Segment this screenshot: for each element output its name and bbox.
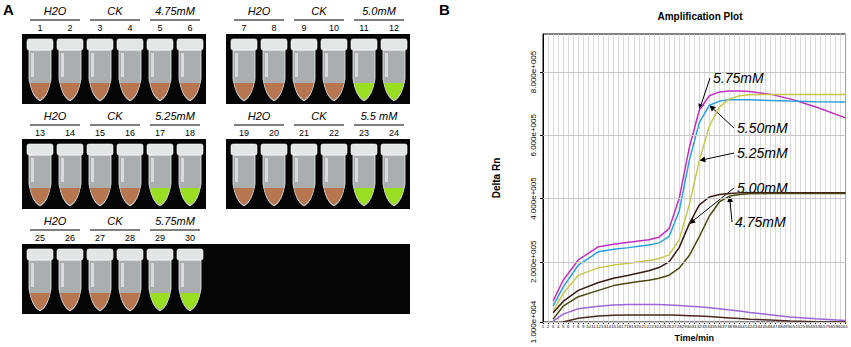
svg-text:5.00mM: 5.00mM [737,180,788,196]
svg-text:30: 30 [185,233,195,243]
svg-text:H2O: H2O [44,5,67,17]
svg-text:4.000e+005: 4.000e+005 [529,177,538,220]
svg-text:16: 16 [125,128,135,138]
svg-text:5: 5 [562,324,565,329]
svg-text:19: 19 [239,128,249,138]
svg-text:61: 61 [843,324,848,329]
svg-text:22: 22 [329,128,339,138]
svg-text:27: 27 [95,233,105,243]
svg-text:25: 25 [35,233,45,243]
svg-text:8: 8 [577,324,580,329]
svg-text:H2O: H2O [248,5,271,17]
svg-text:17: 17 [155,128,165,138]
svg-text:5: 5 [157,23,162,33]
svg-text:21: 21 [299,128,309,138]
svg-text:3: 3 [552,324,555,329]
svg-text:29: 29 [155,233,165,243]
svg-text:H2O: H2O [44,215,67,227]
svg-text:7: 7 [572,324,575,329]
svg-text:4: 4 [557,324,560,329]
svg-text:8.000e+005: 8.000e+005 [529,50,538,93]
svg-text:1.000e+004: 1.000e+004 [529,300,538,343]
svg-text:2.000e+005: 2.000e+005 [529,240,538,283]
svg-text:A: A [3,1,14,18]
svg-text:18: 18 [185,128,195,138]
html-text:10 11 12 13 14 15 16 17 18 19: 10 11 12 13 14 15 16 17 18 19 20 21 22 2… [585,323,843,329]
svg-text:5.25mM: 5.25mM [155,110,196,122]
svg-text:5.50mM: 5.50mM [737,120,788,136]
svg-text:5.25mM: 5.25mM [737,145,788,161]
svg-text:CK: CK [107,215,123,227]
svg-text:13: 13 [35,128,45,138]
svg-text:CK: CK [107,5,123,17]
svg-text:1: 1 [37,23,42,33]
svg-text:10: 10 [329,23,339,33]
svg-text:6: 6 [187,23,192,33]
svg-text:6.000e+005: 6.000e+005 [529,113,538,156]
svg-text:5.5 mM: 5.5 mM [361,110,399,122]
svg-text:26: 26 [65,233,75,243]
svg-text:Delta Rn: Delta Rn [491,158,502,199]
svg-text:20: 20 [269,128,279,138]
svg-text:15: 15 [95,128,105,138]
svg-text:7: 7 [241,23,246,33]
svg-text:8: 8 [271,23,276,33]
svg-text:14: 14 [65,128,75,138]
svg-text:2: 2 [67,23,72,33]
svg-text:4.75mM: 4.75mM [155,5,196,17]
svg-text:12: 12 [389,23,399,33]
svg-text:23: 23 [359,128,369,138]
svg-text:CK: CK [311,110,327,122]
svg-text:6: 6 [567,324,570,329]
svg-text:Amplification Plot: Amplification Plot [658,11,744,22]
svg-text:CK: CK [311,5,327,17]
svg-text:B: B [439,1,450,18]
svg-text:Time/min: Time/min [675,333,714,343]
svg-text:5.0mM: 5.0mM [362,5,396,17]
svg-text:5.75mM: 5.75mM [155,215,196,227]
svg-text:1: 1 [542,324,545,329]
svg-text:11: 11 [359,23,368,33]
svg-text:CK: CK [107,110,123,122]
svg-text:4.75mM: 4.75mM [735,214,786,230]
svg-text:2: 2 [547,324,550,329]
svg-text:H2O: H2O [44,110,67,122]
svg-text:9: 9 [582,324,585,329]
svg-text:9: 9 [301,23,306,33]
svg-text:4: 4 [127,23,132,33]
svg-text:24: 24 [389,128,399,138]
svg-text:3: 3 [97,23,102,33]
svg-text:5.75mM: 5.75mM [713,70,764,86]
svg-text:28: 28 [125,233,135,243]
svg-text:H2O: H2O [248,110,271,122]
